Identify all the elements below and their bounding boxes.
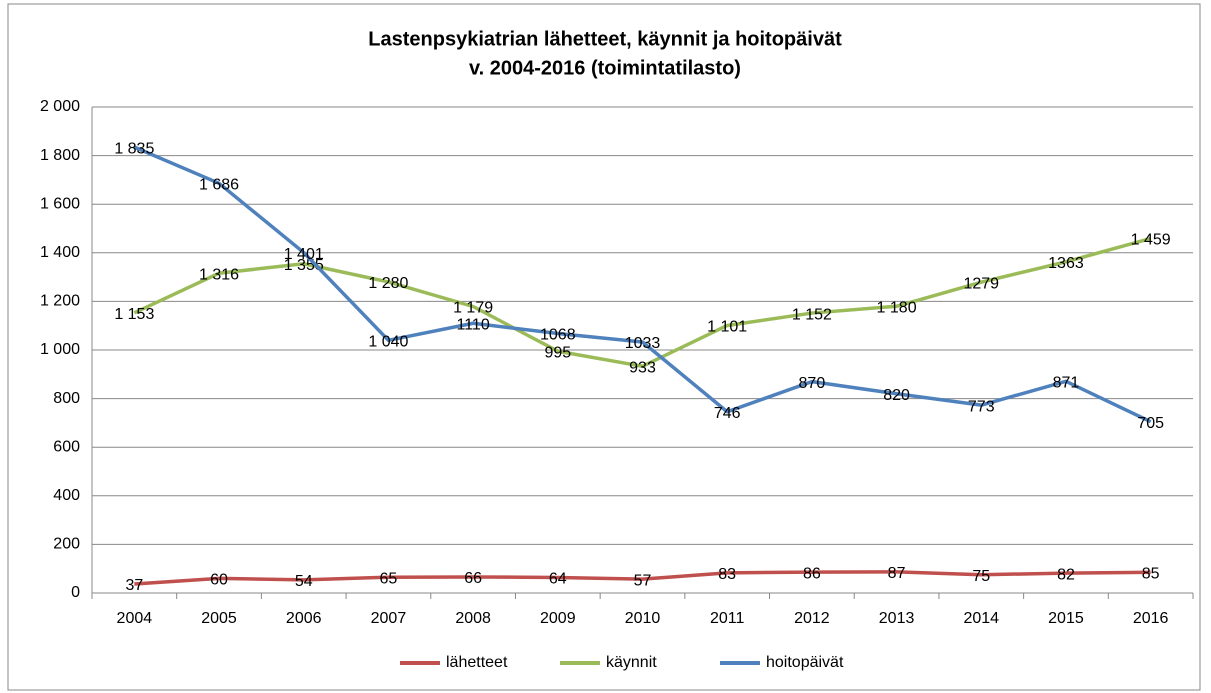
y-tick-label: 800 <box>53 390 80 407</box>
x-tick-label: 2004 <box>117 610 153 627</box>
y-tick-label: 2 000 <box>40 98 80 115</box>
data-label: 75 <box>972 568 990 585</box>
data-label: 60 <box>210 572 228 589</box>
y-tick-label: 600 <box>53 438 80 455</box>
data-label: 66 <box>464 570 482 587</box>
data-label: 1 835 <box>114 140 154 157</box>
data-label: 1 152 <box>792 306 832 323</box>
data-label: 1 280 <box>368 275 408 292</box>
data-label: 1110 <box>457 316 490 333</box>
data-label: 1033 <box>625 335 661 352</box>
data-label: 1 153 <box>114 306 154 323</box>
y-tick-label: 1 000 <box>40 341 80 358</box>
x-tick-label: 2014 <box>963 610 999 627</box>
data-label: 54 <box>295 573 313 590</box>
x-tick-label: 2007 <box>371 610 407 627</box>
series-line <box>133 145 1152 424</box>
data-label: 1068 <box>540 327 576 344</box>
data-label: 1 180 <box>877 299 917 316</box>
data-label: 64 <box>549 571 567 588</box>
x-tick-label: 2006 <box>286 610 322 627</box>
data-label: 820 <box>883 387 910 404</box>
data-label: 871 <box>1053 375 1080 392</box>
x-tick-label: 2015 <box>1048 610 1084 627</box>
data-label: 995 <box>544 344 571 361</box>
y-tick-label: 1 200 <box>40 293 80 310</box>
data-label: 1 459 <box>1131 232 1171 249</box>
data-label: 1 040 <box>368 333 408 350</box>
x-tick-label: 2008 <box>455 610 491 627</box>
y-tick-label: 1 400 <box>40 244 80 261</box>
x-tick-label: 2009 <box>540 610 576 627</box>
x-tick-label: 2016 <box>1133 610 1169 627</box>
data-label: 82 <box>1057 566 1075 583</box>
data-label: 85 <box>1142 566 1160 583</box>
data-label: 746 <box>714 405 741 422</box>
data-label: 1 316 <box>199 266 239 283</box>
y-tick-label: 400 <box>53 487 80 504</box>
data-label: 86 <box>803 565 821 582</box>
data-label: 1363 <box>1048 255 1084 272</box>
x-tick-label: 2013 <box>879 610 915 627</box>
data-label: 1279 <box>963 275 999 292</box>
legend-label: hoitopäivät <box>766 654 844 671</box>
data-label: 57 <box>634 572 652 589</box>
data-label: 1 101 <box>707 319 747 336</box>
series-line <box>133 236 1152 369</box>
data-label: 773 <box>968 398 995 415</box>
data-label: 870 <box>799 375 826 392</box>
data-label: 933 <box>629 359 656 376</box>
x-tick-label: 2005 <box>201 610 237 627</box>
data-label: 37 <box>125 577 143 594</box>
chart-subtitle: v. 2004-2016 (toimintatilasto) <box>469 57 741 79</box>
y-tick-label: 0 <box>71 584 80 601</box>
series-line <box>134 570 1151 586</box>
y-tick-label: 200 <box>53 536 80 553</box>
data-label: 1 179 <box>453 300 493 317</box>
legend-label: käynnit <box>606 654 657 671</box>
data-label: 1 686 <box>199 177 239 194</box>
data-label: 83 <box>718 566 736 583</box>
y-tick-label: 1 800 <box>40 147 80 164</box>
chart-title: Lastenpsykiatrian lähetteet, käynnit ja … <box>368 28 842 50</box>
x-tick-label: 2012 <box>794 610 830 627</box>
x-tick-label: 2011 <box>710 610 745 627</box>
data-label: 65 <box>380 570 398 587</box>
data-label: 87 <box>888 565 906 582</box>
legend-label: lähetteet <box>446 654 508 671</box>
y-tick-label: 1 600 <box>40 195 80 212</box>
x-tick-label: 2010 <box>625 610 661 627</box>
data-label: 705 <box>1137 415 1164 432</box>
data-label: 1 401 <box>284 246 324 263</box>
